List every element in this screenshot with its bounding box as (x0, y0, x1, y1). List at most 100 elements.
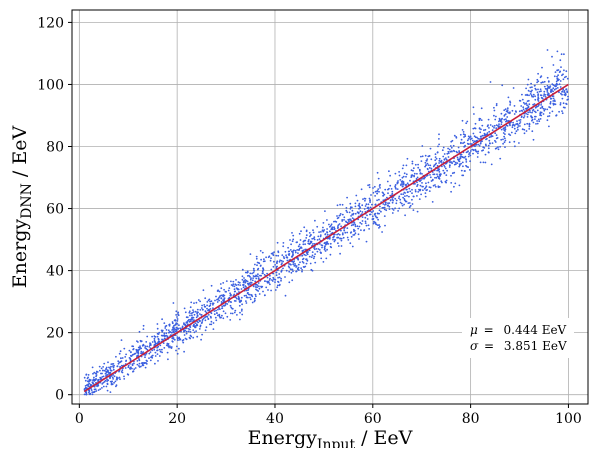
data-point (227, 301, 230, 303)
data-point (540, 104, 542, 106)
data-point (144, 347, 147, 349)
data-point (224, 290, 227, 293)
data-point (268, 255, 271, 258)
data-point (134, 352, 136, 355)
data-point (489, 142, 491, 145)
data-point (341, 203, 344, 206)
data-point (326, 231, 329, 234)
data-point (192, 329, 195, 331)
data-point (377, 218, 379, 221)
data-point (241, 268, 244, 271)
data-point (372, 222, 375, 225)
data-point (100, 367, 103, 370)
data-point (156, 335, 159, 338)
data-point (427, 164, 430, 167)
data-point (312, 231, 315, 234)
data-point (165, 334, 168, 337)
data-point (233, 300, 236, 302)
data-point (498, 117, 501, 120)
data-point (482, 161, 485, 164)
data-point (388, 202, 391, 205)
data-point (235, 287, 238, 289)
data-point (485, 144, 487, 147)
data-point (471, 143, 473, 145)
data-point (151, 349, 154, 352)
data-point (438, 162, 440, 164)
data-point (284, 276, 286, 278)
data-point (361, 220, 364, 222)
data-point (151, 341, 154, 343)
data-point (521, 98, 524, 101)
data-point (177, 327, 180, 330)
data-point (219, 295, 222, 297)
data-point (543, 109, 546, 112)
data-point (379, 225, 381, 228)
data-point (405, 175, 407, 178)
data-point (178, 347, 180, 350)
data-point (528, 125, 531, 128)
mu-value: 0.444 EeV (504, 323, 567, 337)
data-point (123, 375, 125, 378)
data-point (311, 254, 314, 257)
data-point (476, 156, 479, 158)
data-point (142, 328, 145, 330)
data-point (504, 126, 506, 129)
data-point (216, 314, 219, 317)
data-point (483, 133, 486, 136)
data-point (465, 122, 468, 125)
data-point (107, 361, 109, 364)
data-point (486, 132, 489, 134)
data-point (378, 227, 380, 229)
data-point (175, 322, 178, 325)
data-point (339, 213, 342, 215)
data-point (238, 281, 241, 284)
data-point (156, 346, 159, 349)
data-point (453, 150, 456, 153)
data-point (517, 125, 520, 127)
data-point (241, 278, 244, 281)
data-point (339, 252, 341, 255)
data-point (458, 163, 461, 166)
data-point (309, 242, 311, 245)
data-point (346, 236, 349, 239)
data-point (205, 326, 208, 329)
data-point (294, 263, 296, 265)
data-point (313, 236, 316, 239)
data-point (265, 286, 268, 289)
data-point (288, 266, 291, 269)
data-point (336, 217, 339, 220)
data-point (472, 132, 475, 135)
data-point (163, 322, 166, 324)
data-point (233, 285, 236, 288)
data-point (539, 114, 541, 116)
data-point (239, 311, 241, 314)
data-point (487, 151, 490, 154)
data-point (146, 345, 149, 348)
data-point (356, 199, 359, 202)
data-point (552, 87, 555, 90)
data-point (516, 126, 519, 129)
data-point (202, 289, 205, 292)
data-point (537, 72, 539, 75)
data-point (164, 325, 167, 328)
data-point (261, 270, 264, 273)
data-point (341, 233, 344, 236)
data-point (223, 304, 226, 307)
data-point (138, 362, 141, 365)
data-point (84, 379, 87, 382)
data-point (556, 50, 559, 53)
data-point (339, 237, 341, 240)
data-point (224, 312, 227, 315)
data-point (252, 277, 255, 279)
data-point (161, 351, 164, 354)
data-point (308, 239, 310, 241)
data-point (242, 286, 245, 289)
data-point (276, 284, 279, 287)
data-point (196, 315, 199, 317)
data-point (440, 159, 443, 162)
data-point (146, 335, 149, 338)
data-point (467, 138, 470, 140)
data-point (544, 108, 546, 111)
data-point (110, 363, 113, 365)
